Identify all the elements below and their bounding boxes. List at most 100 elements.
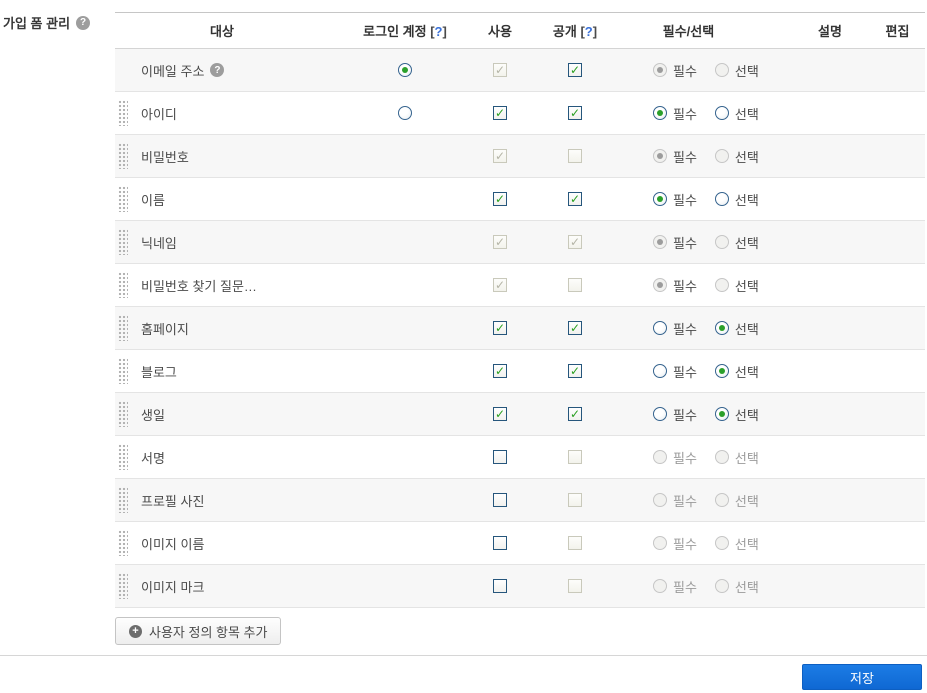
title-help-icon[interactable]: ? (76, 15, 91, 30)
optional-radio[interactable] (714, 364, 729, 378)
required-optional-cell: 필수 선택 (615, 233, 790, 252)
use-cell (465, 235, 535, 249)
use-checkbox[interactable] (493, 579, 507, 593)
add-custom-field-button[interactable]: + 사용자 정의 항목 추가 (115, 617, 282, 645)
optional-radio-label: 선택 (734, 106, 759, 122)
save-button[interactable]: 저장 (802, 664, 922, 690)
public-checkbox[interactable] (568, 63, 582, 77)
field-label: 비밀번호 (141, 149, 189, 165)
required-radio[interactable] (653, 106, 667, 120)
public-checkbox[interactable] (568, 192, 582, 206)
required-optional-cell: 필수 선택 (615, 491, 790, 510)
optional-radio (714, 579, 729, 593)
header-required-optional-label: 필수/선택 (662, 24, 715, 39)
optional-radio[interactable] (714, 407, 729, 421)
public-checkbox[interactable] (568, 106, 582, 120)
handle-cell (115, 530, 135, 556)
use-cell (465, 450, 535, 464)
use-checkbox[interactable] (493, 450, 507, 464)
required-optional-group: 필수 선택 (615, 319, 790, 338)
drag-handle-icon[interactable] (118, 143, 128, 169)
header-description-label: 설명 (818, 24, 842, 39)
login-account-radio[interactable] (398, 63, 412, 77)
use-checkbox[interactable] (493, 407, 507, 421)
optional-radio (714, 63, 729, 77)
drag-handle-icon[interactable] (118, 315, 128, 341)
required-radio[interactable] (653, 321, 667, 335)
field-label: 프로필 사진 (141, 493, 205, 509)
question-mark-icon: ? (434, 24, 443, 39)
public-cell (535, 321, 615, 335)
required-radio[interactable] (653, 364, 667, 378)
optional-radio (714, 149, 729, 163)
optional-radio-label: 선택 (734, 278, 759, 294)
use-checkbox[interactable] (493, 106, 507, 120)
table-row: 서명 필수 선택 (115, 436, 925, 479)
drag-handle-icon[interactable] (118, 272, 128, 298)
public-checkbox[interactable] (568, 407, 582, 421)
required-radio (653, 149, 667, 163)
optional-radio[interactable] (714, 321, 729, 335)
header-edit: 편집 (870, 21, 925, 40)
public-cell (535, 450, 615, 464)
plus-icon: + (129, 624, 142, 638)
optional-radio-label: 선택 (734, 364, 759, 380)
use-checkbox[interactable] (493, 493, 507, 507)
label-cell: 이메일 주소? (135, 61, 345, 80)
optional-radio-label: 선택 (734, 321, 759, 337)
optional-radio[interactable] (714, 192, 729, 206)
public-help-link[interactable]: [?] (580, 24, 597, 39)
required-radio-label: 필수 (673, 278, 697, 294)
required-radio (653, 536, 667, 550)
drag-handle-icon[interactable] (118, 487, 128, 513)
field-help-icon[interactable]: ? (210, 63, 225, 77)
field-label: 블로그 (141, 364, 177, 380)
public-checkbox[interactable] (568, 321, 582, 335)
drag-handle-icon[interactable] (118, 573, 128, 599)
header-login-account: 로그인 계정 [?] (345, 21, 465, 40)
table-row: 홈페이지 필수 선택 (115, 307, 925, 350)
public-checkbox (568, 493, 582, 507)
public-cell (535, 579, 615, 593)
drag-handle-icon[interactable] (118, 100, 128, 126)
drag-handle-icon[interactable] (118, 530, 128, 556)
public-checkbox[interactable] (568, 364, 582, 378)
use-cell (465, 493, 535, 507)
required-radio[interactable] (653, 407, 667, 421)
optional-radio-label: 선택 (734, 235, 759, 251)
label-cell: 비밀번호 (135, 147, 345, 166)
table-row: 닉네임 필수 선택 (115, 221, 925, 264)
label-cell: 이름 (135, 190, 345, 209)
drag-handle-icon[interactable] (118, 444, 128, 470)
drag-handle-icon[interactable] (118, 186, 128, 212)
drag-handle-icon[interactable] (118, 229, 128, 255)
required-optional-group: 필수 선택 (615, 276, 790, 295)
use-cell (465, 579, 535, 593)
use-checkbox[interactable] (493, 192, 507, 206)
login-account-radio[interactable] (398, 106, 412, 120)
use-checkbox (493, 235, 507, 249)
label-cell: 닉네임 (135, 233, 345, 252)
drag-handle-icon[interactable] (118, 401, 128, 427)
use-checkbox[interactable] (493, 364, 507, 378)
optional-radio[interactable] (714, 106, 729, 120)
required-optional-cell: 필수 선택 (615, 104, 790, 123)
optional-radio (714, 493, 729, 507)
use-checkbox[interactable] (493, 321, 507, 335)
optional-radio (714, 278, 729, 292)
required-radio[interactable] (653, 192, 667, 206)
drag-handle-icon[interactable] (118, 358, 128, 384)
required-radio-label: 필수 (673, 536, 697, 552)
optional-radio-label: 선택 (734, 579, 759, 595)
optional-radio (714, 235, 729, 249)
field-label: 비밀번호 찾기 질문… (141, 278, 257, 294)
label-cell: 홈페이지 (135, 319, 345, 338)
header-target-label: 대상 (210, 24, 234, 39)
handle-cell (115, 401, 135, 427)
table-row: 비밀번호 찾기 질문… 필수 선택 (115, 264, 925, 307)
required-radio (653, 450, 667, 464)
login-account-help-link[interactable]: [?] (430, 24, 447, 39)
use-checkbox[interactable] (493, 536, 507, 550)
public-cell (535, 493, 615, 507)
label-cell: 이미지 마크 (135, 577, 345, 596)
